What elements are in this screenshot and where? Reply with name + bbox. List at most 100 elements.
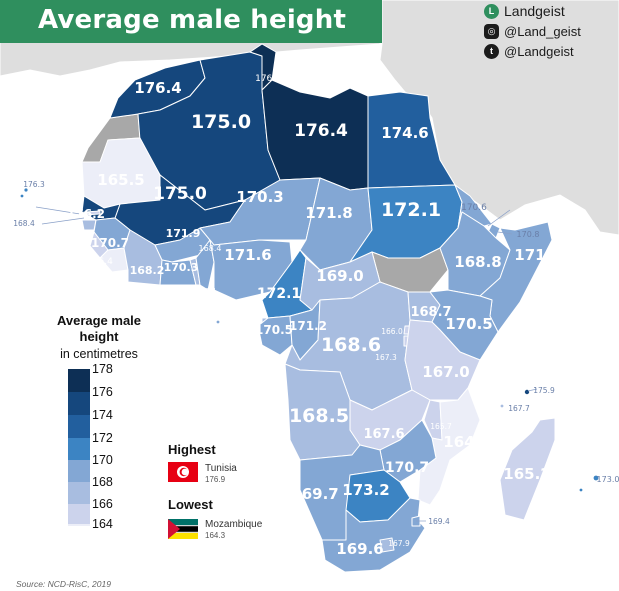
- label-ethiopia: 168.8: [454, 253, 501, 271]
- legend-swatch: [68, 415, 90, 438]
- label-central-african-republic: 169.0: [316, 267, 363, 285]
- label-sierra-leone: 166.4: [87, 257, 113, 267]
- legend-tick: 166: [92, 497, 113, 511]
- label-eritrea: 170.6: [461, 203, 487, 213]
- label-tanzania: 167.0: [422, 363, 469, 381]
- country-benin: [195, 239, 215, 291]
- label-gabon: 170.5: [255, 323, 293, 337]
- label-mauritius: 173.0: [597, 475, 619, 484]
- twitter-handle: @Landgeist: [504, 43, 574, 59]
- label-guinea: 170.7: [91, 236, 129, 250]
- label-dr-congo: 168.6: [321, 334, 381, 356]
- mozambique-flag-icon: [168, 519, 198, 539]
- source-note: Source: NCD-RisC, 2019: [16, 579, 111, 589]
- instagram-icon: ◎: [484, 23, 499, 39]
- label-cameroon: 172.1: [257, 286, 301, 302]
- country-lesotho: [379, 537, 395, 553]
- label-mozambique: 164.3: [443, 433, 490, 451]
- highest-value: 176.9: [205, 475, 226, 484]
- label-djibouti: 170.8: [517, 230, 540, 239]
- label-burkina-faso: 171.9: [166, 227, 201, 240]
- country-south-africa: [321, 497, 426, 573]
- label-burundi: 167.3: [375, 353, 397, 362]
- label-sudan: 172.1: [381, 199, 441, 221]
- label-comoros: 167.7: [508, 404, 530, 413]
- twitter-row: t @Landgeist: [484, 42, 574, 60]
- label-libya: 176.4: [294, 121, 348, 141]
- country-kenya: [429, 289, 499, 361]
- label-gambia: 168.4: [13, 219, 35, 228]
- label-mauritania: 165.5: [97, 171, 144, 189]
- legend-swatch: [68, 460, 90, 482]
- label-lesotho: 167.9: [388, 539, 410, 548]
- label-somalia: 171.2: [514, 246, 561, 264]
- title-banner: Average male height: [0, 0, 382, 43]
- lowest-value: 164.3: [205, 531, 226, 540]
- label-kenya: 170.5: [445, 315, 492, 333]
- label-mali: 175.0: [153, 184, 207, 204]
- label-ivory-coast: 168.2: [130, 264, 165, 277]
- countries: [81, 43, 556, 573]
- label-uganda: 168.7: [410, 305, 451, 320]
- brand-name: Landgeist: [504, 3, 565, 19]
- leader-lines: [35, 206, 538, 522]
- label-seychelles: 175.9: [533, 386, 555, 395]
- islands: [20, 188, 599, 492]
- legend-title: Average male height: [56, 313, 142, 344]
- label-liberia: 165.5: [100, 274, 126, 284]
- label-ghana: 170.3: [164, 261, 199, 274]
- legend-tick: 170: [92, 453, 113, 467]
- label-equatorial-guinea: 168.2: [236, 308, 258, 317]
- legend-tick: 176: [92, 385, 113, 399]
- label-rwanda: 166.0: [381, 327, 403, 336]
- label-sao-tome: 170.4: [213, 325, 235, 334]
- highest-country: Tunisia: [205, 463, 237, 474]
- legend-swatch: [68, 482, 90, 504]
- label-togo: 168.4: [199, 244, 222, 253]
- legend-swatch: [68, 524, 90, 526]
- label-chad: 171.8: [305, 204, 352, 222]
- label-zimbabwe: 170.7: [385, 460, 429, 476]
- brand-row: L Landgeist: [484, 2, 565, 20]
- label-south-africa: 169.6: [336, 540, 383, 558]
- legend-tick: 178: [92, 362, 113, 376]
- legend-swatch: [68, 369, 90, 392]
- value-labels: 176.4 176.9 175.0 176.4 174.6 165.5 175.…: [13, 74, 619, 558]
- label-angola: 168.5: [289, 405, 349, 427]
- page-title: Average male height: [38, 5, 347, 35]
- legend-tick: 168: [92, 475, 113, 489]
- legend-tick: 164: [92, 517, 113, 531]
- label-senegal: 176.2: [67, 207, 105, 221]
- label-benin: 170.1: [195, 287, 217, 296]
- tunisia-flag-icon: [168, 462, 198, 482]
- country-guinea-bissau: [81, 219, 97, 231]
- lowest-country: Mozambique: [205, 519, 263, 530]
- country-madagascar: [499, 417, 556, 521]
- label-guinea-bissau: 168.2: [59, 233, 81, 242]
- twitter-icon: t: [484, 43, 499, 59]
- landgeist-logo-icon: L: [484, 3, 499, 19]
- label-malawi: 165.7: [430, 422, 452, 431]
- legend-subtitle: in centimetres: [60, 347, 138, 361]
- label-madagascar: 165.2: [503, 465, 550, 483]
- label-botswana: 173.2: [342, 481, 389, 499]
- instagram-handle: @Land_geist: [504, 23, 581, 39]
- label-algeria: 175.0: [191, 111, 251, 133]
- label-cape-verde: 176.3: [23, 180, 45, 189]
- label-zambia: 167.6: [363, 427, 404, 442]
- legend-tick: 172: [92, 431, 113, 445]
- label-niger: 170.3: [236, 188, 283, 206]
- legend-swatch: [68, 504, 90, 524]
- country-mozambique: [417, 387, 481, 506]
- label-morocco: 176.4: [134, 79, 181, 97]
- legend-swatch: [68, 438, 90, 460]
- label-eswatini: 169.4: [428, 517, 450, 526]
- instagram-row: ◎ @Land_geist: [484, 22, 581, 40]
- legend-tick: 174: [92, 408, 113, 422]
- label-egypt: 174.6: [381, 124, 428, 142]
- lowest-heading: Lowest: [168, 497, 213, 512]
- label-tunisia: 176.9: [255, 74, 281, 84]
- legend-swatch: [68, 392, 90, 415]
- label-nigeria: 171.6: [224, 246, 271, 264]
- country-gambia: [83, 210, 101, 216]
